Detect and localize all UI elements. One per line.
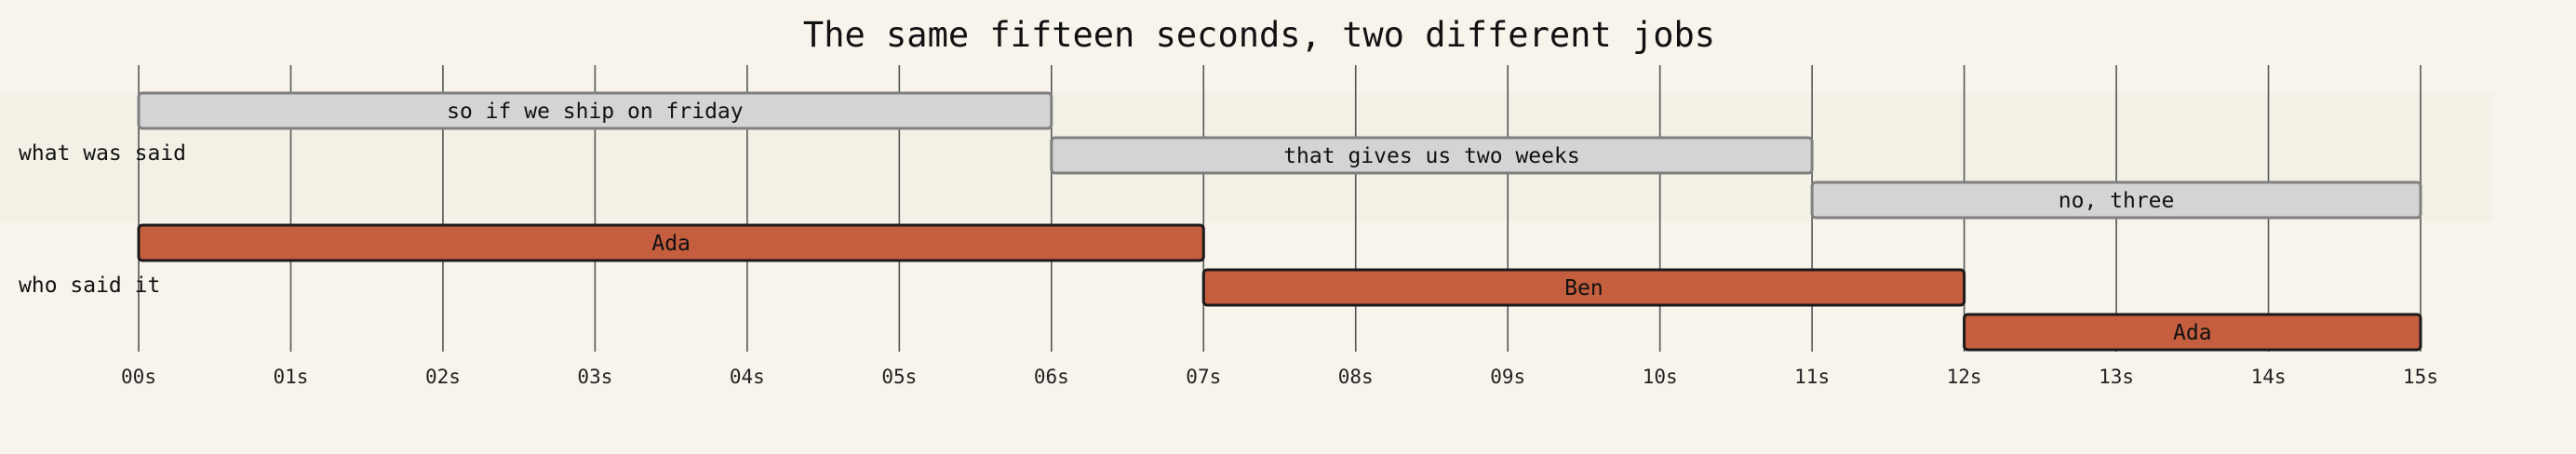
x-tick-label-2: 02s	[425, 366, 461, 388]
bar-label-r0-s0: so if we ship on friday	[447, 100, 744, 124]
row-labels: what was said who said it	[19, 141, 186, 298]
bar-label-r0-s2: no, three	[2059, 189, 2175, 213]
bar-r0-s2	[1810, 180, 2422, 220]
x-tick-label-8: 08s	[1338, 366, 1374, 388]
bar-r1-s2	[1963, 313, 2422, 352]
bar-label-r1-s1: Ben	[1564, 276, 1603, 300]
x-tick-label-9: 09s	[1490, 366, 1525, 388]
bar-label-r1-s0: Ada	[651, 232, 691, 256]
row-label-1: who said it	[19, 274, 160, 298]
x-axis-ticks: 00s 01s 02s 03s 04s 05s 06s 07s 08s 09s 10s 11s 12s 1…	[121, 366, 2438, 388]
x-tick-label-5: 05s	[881, 366, 917, 388]
bars-layer: so if we ship on friday that gives us two…	[137, 91, 2422, 352]
x-tick-label-14: 14s	[2251, 366, 2287, 388]
bar-label-r0-s1: that gives us two weeks	[1283, 144, 1580, 168]
bar-r1-s1	[1201, 268, 1966, 307]
row-label-0: what was said	[19, 141, 186, 166]
x-tick-label-1: 01s	[273, 366, 308, 388]
x-tick-label-12: 12s	[1947, 366, 1982, 388]
bar-label-r1-s2: Ada	[2173, 321, 2212, 345]
x-tick-label-7: 07s	[1186, 366, 1221, 388]
bar-r0-s0	[137, 91, 1053, 130]
x-tick-label-10: 10s	[1643, 366, 1678, 388]
x-tick-label-11: 11s	[1794, 366, 1830, 388]
x-tick-label-3: 03s	[577, 366, 612, 388]
x-tick-label-0: 00s	[121, 366, 156, 388]
bar-r1-s0	[137, 223, 1205, 262]
x-tick-label-13: 13s	[2099, 366, 2134, 388]
x-tick-label-4: 04s	[730, 366, 765, 388]
x-tick-label-6: 06s	[1034, 366, 1069, 388]
bar-r0-s1	[1050, 136, 1814, 175]
x-tick-label-15: 15s	[2403, 366, 2438, 388]
chart-title: The same fifteen seconds, two different …	[803, 15, 1715, 55]
